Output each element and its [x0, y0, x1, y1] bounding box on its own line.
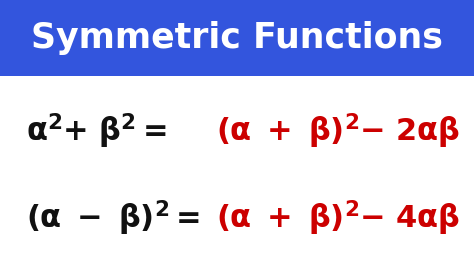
FancyBboxPatch shape [0, 0, 474, 76]
Text: Symmetric Functions: Symmetric Functions [31, 21, 443, 55]
Text: $\mathbf{(\alpha\ +\ \beta)}$$^{\mathbf{2}}$$\mathbf{-\ 4\alpha\beta}$: $\mathbf{(\alpha\ +\ \beta)}$$^{\mathbf{… [216, 198, 460, 238]
Text: $\mathbf{\alpha}$$^{\mathbf{2}}$$\mathbf{+\ \beta}$$^{\mathbf{2}}$$\mathbf{=}$: $\mathbf{\alpha}$$^{\mathbf{2}}$$\mathbf… [26, 112, 167, 151]
Text: $\mathbf{(\alpha\ -\ \beta)}$$^{\mathbf{2}}$$\mathbf{=}$: $\mathbf{(\alpha\ -\ \beta)}$$^{\mathbf{… [26, 198, 201, 238]
Text: $\mathbf{(\alpha\ +\ \beta)}$$^{\mathbf{2}}$$\mathbf{-\ 2\alpha\beta}$: $\mathbf{(\alpha\ +\ \beta)}$$^{\mathbf{… [216, 112, 460, 151]
